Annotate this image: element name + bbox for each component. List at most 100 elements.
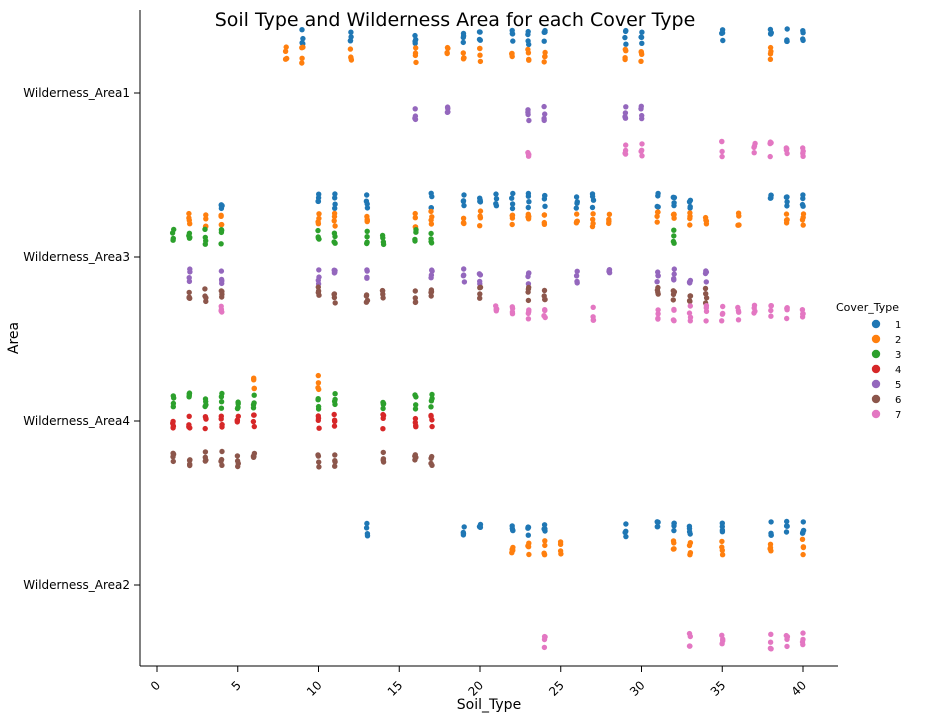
point-type2-wilderness-area2-soil22 (509, 546, 515, 553)
point-type3-wilderness-area3-soil3 (203, 238, 209, 244)
point-type2-wilderness-area3-soil13 (364, 216, 370, 223)
point-type5-wilderness-area3-soil23 (526, 270, 532, 276)
point-type7-wilderness-area1-soil39 (783, 145, 789, 151)
point-type7-wilderness-area3-soil36 (735, 317, 742, 323)
point-type1-wilderness-area2-soil39 (784, 523, 790, 529)
point-type6-wilderness-area4-soil11 (332, 452, 338, 458)
point-type7-wilderness-area2-soil35 (719, 641, 725, 647)
point-type7-wilderness-area3-soil40 (800, 311, 806, 317)
point-type1-wilderness-area1-soil9 (299, 40, 305, 46)
point-type6-wilderness-area3-soil20 (477, 285, 483, 291)
point-type1-wilderness-area2-soil22 (510, 527, 516, 533)
point-type7-wilderness-area3-soil24 (541, 313, 547, 319)
point-type2-wilderness-area1-soil12 (348, 57, 355, 63)
point-type2-wilderness-area2-soil40 (800, 544, 807, 550)
point-type2-wilderness-area1-soil30 (638, 58, 644, 64)
x-tick-label-20: 20 (465, 678, 486, 699)
point-type2-wilderness-area3-soil23 (525, 211, 531, 217)
legend-marker-6 (871, 394, 881, 404)
point-type3-wilderness-area3-soil2 (186, 230, 193, 236)
point-type5-wilderness-area3-soil19 (460, 273, 467, 279)
point-type2-wilderness-area1-soil24 (541, 59, 547, 65)
point-type7-wilderness-area3-soil31 (655, 316, 661, 322)
point-type2-wilderness-area3-soil27 (590, 216, 596, 223)
point-type1-wilderness-area1-soil19 (460, 39, 466, 46)
point-type6-wilderness-area4-soil14 (380, 449, 386, 456)
point-type5-wilderness-area3-soil19 (461, 266, 467, 272)
point-type7-wilderness-area3-soil39 (784, 305, 790, 312)
point-type1-wilderness-area3-soil40 (800, 192, 806, 198)
point-type6-wilderness-area3-soil16 (412, 288, 418, 294)
legend-marker-7 (871, 409, 881, 419)
point-type4-wilderness-area4-soil3 (202, 425, 208, 432)
x-tick-label-25: 25 (546, 678, 567, 699)
point-type5-wilderness-area3-soil34 (703, 279, 709, 285)
point-type3-wilderness-area3-soil17 (428, 230, 434, 237)
x-tick-label-15: 15 (385, 678, 406, 699)
point-type1-wilderness-area3-soil11 (332, 191, 338, 197)
point-type1-wilderness-area3-soil11 (332, 201, 338, 207)
point-type2-wilderness-area3-soil24 (541, 212, 548, 218)
point-type1-wilderness-area3-soil26 (573, 205, 579, 211)
point-type1-wilderness-area3-soil31 (655, 190, 661, 197)
point-type1-wilderness-area3-soil22 (509, 205, 516, 212)
point-type6-wilderness-area3-soil13 (363, 293, 370, 299)
point-type2-wilderness-area2-soil24 (541, 552, 548, 558)
y-tick-label-wilderness-area4: Wilderness_Area4 (23, 414, 130, 428)
point-type2-wilderness-area2-soil33 (687, 550, 694, 556)
point-type1-wilderness-area1-soil23 (525, 38, 531, 44)
point-type1-wilderness-area3-soil22 (510, 190, 516, 197)
point-type3-wilderness-area3-soil32 (671, 233, 677, 239)
point-type2-wilderness-area3-soil28 (606, 211, 613, 217)
point-type6-wilderness-area3-soil34 (703, 295, 710, 301)
point-type6-wilderness-area4-soil2 (187, 457, 193, 463)
point-type1-wilderness-area1-soil39 (784, 38, 790, 45)
point-type1-wilderness-area3-soil31 (654, 203, 660, 210)
point-type1-wilderness-area1-soil12 (348, 29, 354, 35)
point-type7-wilderness-area1-soil29 (622, 150, 628, 156)
point-type4-wilderness-area4-soil4 (219, 421, 225, 428)
point-type3-wilderness-area3-soil3 (202, 226, 208, 232)
point-type4-wilderness-area4-soil6 (250, 418, 257, 425)
point-type5-wilderness-area1-soil18 (444, 104, 451, 110)
point-type7-wilderness-area2-soil35 (719, 632, 725, 638)
point-type5-wilderness-area3-soil34 (703, 269, 710, 275)
point-type2-wilderness-area3-soil40 (799, 217, 806, 223)
legend-label-2: 2 (895, 335, 901, 346)
point-type3-wilderness-area3-soil11 (332, 240, 338, 246)
point-type2-wilderness-area1-soil9 (299, 55, 305, 61)
legend-marker-1 (871, 319, 881, 329)
point-type6-wilderness-area4-soil1 (170, 458, 176, 465)
point-type7-wilderness-area3-soil33 (687, 318, 693, 324)
point-type3-wilderness-area3-soil4 (218, 241, 224, 247)
series-6 (170, 284, 710, 470)
point-type6-wilderness-area4-soil3 (202, 449, 209, 455)
point-type6-wilderness-area3-soil11 (332, 300, 338, 306)
point-type3-wilderness-area4-soil10 (315, 396, 321, 402)
y-axis-ticks: Wilderness_Area1 Wilderness_Area3 Wilderne… (23, 86, 140, 592)
point-type5-wilderness-area1-soil16 (412, 106, 418, 112)
point-type4-wilderness-area4-soil5 (234, 419, 240, 425)
point-type2-wilderness-area1-soil38 (767, 56, 774, 62)
point-type5-wilderness-area3-soil17 (428, 275, 434, 281)
point-type1-wilderness-area2-soil40 (800, 519, 806, 525)
point-type1-wilderness-area2-soil32 (671, 527, 677, 534)
point-type7-wilderness-area1-soil30 (639, 141, 645, 147)
point-type5-wilderness-area1-soil30 (639, 115, 645, 122)
point-type2-wilderness-area3-soil22 (509, 221, 515, 228)
point-type2-wilderness-area2-soil40 (800, 551, 806, 558)
series-5 (186, 103, 710, 287)
point-type1-wilderness-area3-soil24 (542, 192, 548, 199)
point-type3-wilderness-area4-soil1 (170, 400, 177, 407)
point-type4-wilderness-area4-soil6 (251, 423, 257, 430)
point-type2-wilderness-area3-soil3 (203, 216, 209, 222)
point-type2-wilderness-area3-soil24 (541, 219, 547, 226)
point-type2-wilderness-area3-soil19 (460, 220, 467, 226)
point-type2-wilderness-area3-soil40 (800, 211, 807, 217)
legend-marker-4 (871, 364, 881, 374)
point-type1-wilderness-area2-soil24 (541, 522, 548, 528)
point-type6-wilderness-area4-soil10 (315, 452, 321, 458)
point-type7-wilderness-area1-soil29 (623, 142, 629, 148)
point-type1-wilderness-area1-soil29 (623, 41, 629, 47)
point-type2-wilderness-area1-soil30 (638, 49, 645, 56)
